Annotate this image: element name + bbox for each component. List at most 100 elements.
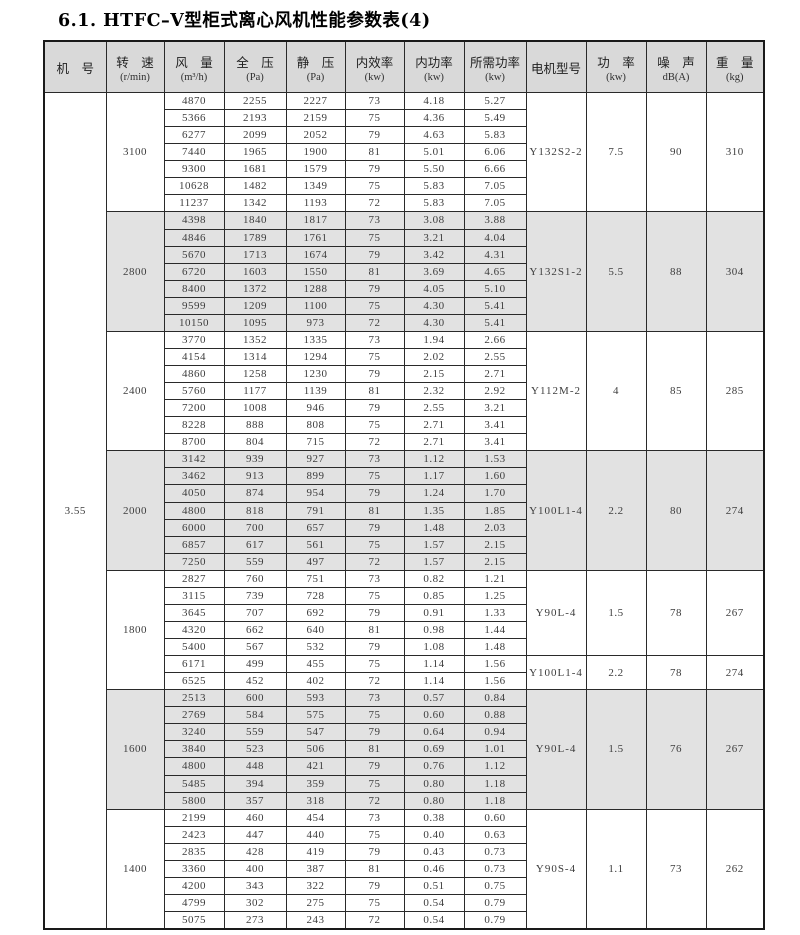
weight-cell: 274 [705, 450, 765, 571]
column-label: 重 量 [715, 55, 754, 70]
required-power-cell: 1.01 [463, 740, 527, 759]
noise-cell: 76 [645, 689, 707, 810]
air-volume-cell: 4799 [163, 893, 225, 913]
noise-cell: 78 [645, 569, 707, 657]
total-pressure-cell: 584 [223, 706, 287, 725]
table-row: 3645 707 692 79 0.91 1.33 [44, 603, 764, 622]
total-pressure-cell: 559 [223, 552, 287, 571]
column-unit: (kw) [606, 71, 626, 83]
noise-cell: 78 [645, 655, 707, 691]
air-volume-cell: 10150 [163, 313, 225, 332]
air-volume-cell: 4800 [163, 757, 225, 776]
total-pressure-cell: 448 [223, 757, 287, 776]
table-row: 3462 913 899 75 1.17 1.60 [44, 467, 764, 486]
column-label: 全 压 [236, 55, 274, 70]
required-power-cell: 0.79 [463, 893, 527, 913]
table-row: 4800 448 421 79 0.76 1.12 [44, 757, 764, 776]
column-label: 所需功率 [469, 55, 520, 70]
efficiency-cell: 79 [344, 364, 405, 384]
efficiency-cell: 73 [344, 808, 405, 827]
total-pressure-cell: 913 [223, 467, 287, 486]
static-pressure-cell: 728 [285, 586, 346, 605]
table-row: 4799 302 275 75 0.54 0.79 [44, 893, 764, 913]
efficiency-cell: 79 [344, 126, 405, 145]
table-row: 4320 662 640 81 0.98 1.44 [44, 620, 764, 640]
column-unit: (kw) [364, 71, 385, 83]
static-pressure-cell: 561 [285, 535, 346, 554]
air-volume-cell: 2199 [163, 808, 225, 827]
air-volume-cell: 5800 [163, 791, 225, 810]
air-volume-cell: 3115 [163, 586, 225, 605]
motor-power-cell: 2.2 [585, 655, 647, 691]
efficiency-cell: 75 [344, 228, 405, 247]
column-header-7: 所需功率 (kw) [463, 40, 527, 93]
internal-power-cell: 3.08 [403, 211, 465, 230]
static-pressure-cell: 1288 [285, 279, 346, 298]
column-header-2: 风 量 (m³/h) [163, 40, 225, 93]
table-row: 1400 2199 460 454 73 0.38 0.60 Y90S-4 1.1 73 262 [44, 808, 765, 930]
efficiency-cell: 75 [344, 825, 405, 844]
static-pressure-cell: 1100 [285, 296, 346, 315]
column-label: 内效率 [355, 55, 394, 70]
table-row: 4800 818 791 81 1.35 1.85 [44, 501, 764, 520]
total-pressure-cell: 400 [223, 859, 287, 878]
fan-performance-table: 机 号转 速 (r/min) 风 量 (m³/h) 全 压 (Pa) 静 压 (Pa) 内效率(… [43, 40, 765, 930]
internal-power-cell: 2.71 [403, 433, 465, 452]
required-power-cell: 1.21 [463, 569, 527, 588]
efficiency-cell: 75 [344, 467, 405, 486]
required-power-cell: 0.60 [463, 808, 527, 827]
internal-power-cell: 0.40 [403, 825, 465, 844]
internal-power-cell: 5.83 [403, 194, 465, 213]
required-power-cell: 6.66 [463, 160, 527, 179]
column-header-6: 内功率 (kw) [403, 40, 465, 93]
efficiency-cell: 81 [344, 262, 405, 281]
air-volume-cell: 3240 [163, 723, 225, 742]
internal-power-cell: 4.63 [403, 126, 465, 145]
efficiency-cell: 72 [344, 313, 405, 332]
static-pressure-cell: 1900 [285, 143, 346, 162]
static-pressure-cell: 497 [285, 552, 346, 571]
total-pressure-cell: 888 [223, 416, 287, 435]
total-pressure-cell: 523 [223, 740, 287, 759]
efficiency-cell: 79 [344, 637, 405, 657]
required-power-cell: 1.60 [463, 467, 527, 486]
total-pressure-cell: 1008 [223, 399, 287, 418]
efficiency-cell: 79 [344, 484, 405, 503]
air-volume-cell: 6525 [163, 672, 225, 691]
column-label: 功 率 [597, 55, 635, 70]
noise-cell: 88 [645, 211, 707, 332]
column-label: 内功率 [415, 55, 453, 70]
internal-power-cell: 5.83 [403, 177, 465, 196]
internal-power-cell: 3.69 [403, 262, 465, 281]
required-power-cell: 0.73 [463, 859, 527, 878]
internal-power-cell: 1.57 [403, 552, 465, 571]
total-pressure-cell: 1603 [223, 262, 287, 281]
efficiency-cell: 75 [344, 177, 405, 196]
speed-cell: 2000 [105, 450, 165, 571]
efficiency-cell: 75 [344, 655, 405, 674]
efficiency-cell: 73 [344, 569, 405, 588]
total-pressure-cell: 939 [223, 450, 287, 469]
internal-power-cell: 1.57 [403, 535, 465, 554]
required-power-cell: 3.21 [463, 399, 527, 418]
efficiency-cell: 75 [344, 706, 405, 725]
speed-cell: 3100 [105, 91, 165, 213]
internal-power-cell: 3.42 [403, 245, 465, 264]
column-header-4: 静 压 (Pa) [285, 40, 346, 93]
required-power-cell: 4.31 [463, 245, 527, 264]
column-header-3: 全 压 (Pa) [223, 40, 287, 93]
internal-power-cell: 1.35 [403, 501, 465, 520]
column-label: 转 速 [116, 55, 154, 70]
motor-power-cell: 7.5 [585, 91, 647, 213]
machine-no-cell: 3.55 [43, 92, 107, 930]
required-power-cell: 6.06 [463, 143, 527, 162]
total-pressure-cell: 1314 [223, 347, 287, 367]
internal-power-cell: 3.21 [403, 228, 465, 247]
internal-power-cell: 1.94 [403, 330, 465, 349]
static-pressure-cell: 387 [285, 859, 346, 878]
motor-power-cell: 4 [585, 330, 647, 452]
internal-power-cell: 2.71 [403, 416, 465, 435]
motor-model-cell: Y132S1-2 [525, 211, 587, 332]
air-volume-cell: 7250 [163, 552, 225, 571]
required-power-cell: 3.41 [463, 433, 527, 452]
